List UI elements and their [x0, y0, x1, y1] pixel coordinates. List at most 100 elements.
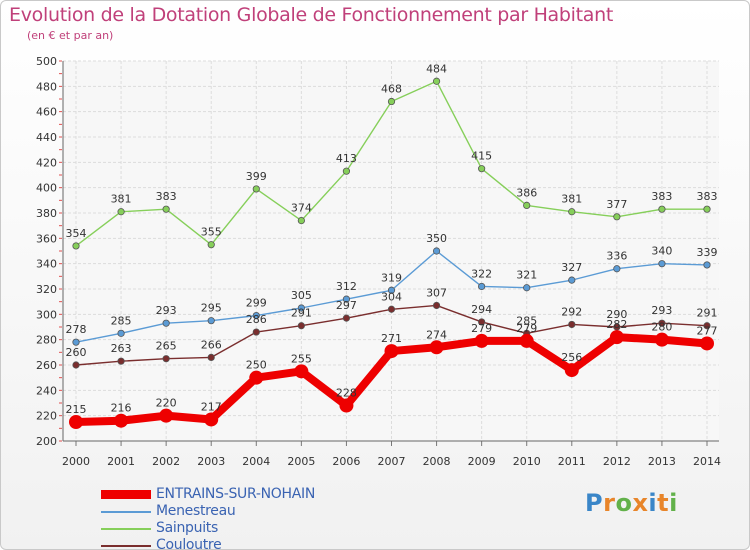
data-label-couloutre: 266	[201, 338, 222, 351]
point-menestreau	[703, 261, 711, 269]
data-label-menestreau: 339	[697, 246, 718, 259]
point-sainpuits	[252, 185, 260, 193]
point-entrains-sur-nohain	[384, 344, 399, 359]
point-menestreau	[162, 319, 170, 327]
y-tick-label: 440	[36, 131, 57, 144]
y-tick-label: 280	[36, 334, 57, 347]
chart-title: Evolution de la Dotation Globale de Fonc…	[9, 4, 614, 26]
data-label-entrains-sur-nohain: 279	[516, 322, 537, 335]
data-label-menestreau: 336	[606, 250, 627, 263]
x-tick-label: 2004	[242, 455, 270, 468]
point-sainpuits	[72, 242, 80, 250]
data-label-menestreau: 319	[381, 271, 402, 284]
data-label-sainpuits: 413	[336, 152, 357, 165]
data-label-menestreau: 293	[156, 304, 177, 317]
data-label-couloutre: 293	[651, 304, 672, 317]
y-tick-label: 380	[36, 207, 57, 220]
point-entrains-sur-nohain	[474, 333, 489, 348]
point-couloutre	[568, 320, 576, 329]
x-tick-label: 2002	[152, 455, 180, 468]
point-menestreau	[613, 265, 621, 273]
point-couloutre	[342, 314, 351, 322]
legend-swatch-sainpuits	[101, 528, 151, 530]
data-label-menestreau: 305	[291, 289, 312, 302]
point-entrains-sur-nohain	[564, 363, 579, 378]
point-couloutre	[252, 328, 260, 336]
x-tick-label: 2008	[423, 455, 451, 468]
point-sainpuits	[568, 208, 576, 216]
y-tick-label: 460	[36, 106, 57, 119]
logo-letter: i	[669, 489, 678, 517]
data-label-sainpuits: 383	[156, 190, 177, 203]
data-label-entrains-sur-nohain: 280	[651, 321, 672, 334]
point-entrains-sur-nohain	[69, 415, 83, 429]
point-sainpuits	[613, 213, 621, 221]
y-tick-label: 400	[36, 182, 57, 195]
logo-letter: t	[657, 489, 670, 517]
legend-swatch-menestreau	[101, 511, 151, 513]
point-couloutre	[297, 322, 305, 330]
data-label-entrains-sur-nohain: 216	[111, 402, 132, 415]
point-entrains-sur-nohain	[609, 330, 624, 345]
data-label-couloutre: 291	[697, 307, 718, 320]
point-menestreau	[252, 311, 260, 320]
point-menestreau	[117, 329, 125, 337]
point-menestreau	[523, 284, 531, 292]
point-sainpuits	[478, 165, 486, 173]
y-tick-label: 500	[36, 55, 57, 68]
data-label-menestreau: 299	[246, 297, 267, 310]
point-menestreau	[478, 282, 486, 291]
point-couloutre	[162, 355, 170, 363]
data-label-entrains-sur-nohain: 217	[201, 400, 222, 413]
data-label-entrains-sur-nohain: 215	[66, 403, 87, 416]
y-tick-label: 200	[36, 435, 57, 448]
data-label-couloutre: 294	[471, 303, 492, 316]
data-label-entrains-sur-nohain: 274	[426, 328, 447, 341]
x-tick-label: 2000	[62, 455, 90, 468]
point-entrains-sur-nohain	[700, 336, 714, 351]
y-tick-label: 340	[36, 258, 57, 271]
point-sainpuits	[387, 97, 396, 106]
point-menestreau	[658, 260, 666, 268]
point-couloutre	[703, 322, 711, 330]
x-tick-label: 2013	[648, 455, 676, 468]
data-label-sainpuits: 484	[426, 62, 447, 75]
x-tick-label: 2011	[558, 455, 586, 468]
point-entrains-sur-nohain	[654, 332, 669, 347]
point-couloutre	[478, 318, 486, 326]
data-label-sainpuits: 355	[201, 226, 222, 239]
x-tick-label: 2014	[693, 455, 721, 468]
data-label-sainpuits: 381	[561, 193, 582, 206]
point-sainpuits	[162, 205, 170, 213]
x-tick-label: 2010	[513, 455, 541, 468]
point-entrains-sur-nohain	[339, 398, 354, 413]
point-entrains-sur-nohain	[159, 408, 174, 423]
y-tick-label: 220	[36, 410, 57, 423]
legend-label-sainpuits: Sainpuits	[156, 520, 218, 536]
y-tick-label: 260	[36, 359, 57, 372]
x-tick-label: 2012	[603, 455, 631, 468]
data-label-entrains-sur-nohain: 277	[697, 324, 718, 337]
legend-label-menestreau: Menestreau	[156, 503, 236, 519]
grid	[63, 60, 719, 442]
data-label-entrains-sur-nohain: 220	[156, 397, 177, 410]
data-label-menestreau: 295	[201, 302, 222, 315]
data-label-menestreau: 327	[561, 261, 582, 274]
legend-label-couloutre: Couloutre	[156, 537, 222, 550]
point-sainpuits	[658, 205, 666, 213]
data-label-couloutre: 260	[66, 346, 87, 359]
x-tick-label: 2001	[107, 455, 135, 468]
logo-letter: P	[585, 489, 604, 517]
point-sainpuits	[432, 77, 441, 85]
point-sainpuits	[342, 167, 351, 175]
data-label-sainpuits: 399	[246, 170, 267, 183]
data-label-couloutre: 304	[381, 290, 402, 303]
data-label-menestreau: 285	[111, 314, 132, 327]
point-entrains-sur-nohain	[429, 340, 444, 355]
data-label-menestreau: 321	[516, 269, 537, 282]
data-label-sainpuits: 377	[606, 198, 627, 211]
legend-swatch-couloutre	[101, 545, 151, 547]
